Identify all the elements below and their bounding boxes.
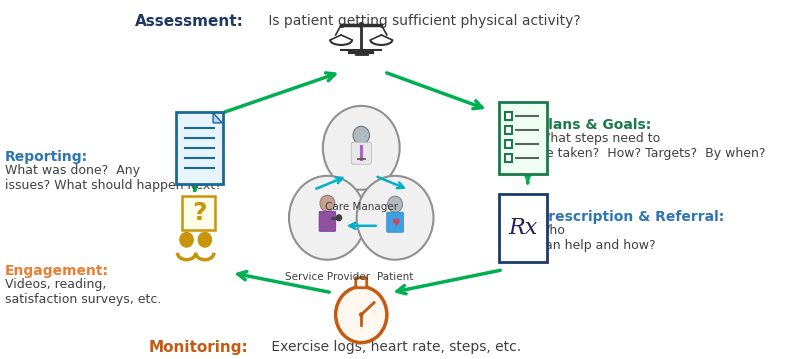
Text: Plans & Goals:: Plans & Goals: [538,118,651,132]
Text: Is patient getting sufficient physical activity?: Is patient getting sufficient physical a… [264,14,580,28]
FancyBboxPatch shape [499,194,547,262]
FancyBboxPatch shape [505,112,512,120]
Text: Assessment:: Assessment: [135,14,245,29]
Text: Patient: Patient [377,272,413,282]
FancyBboxPatch shape [351,142,372,164]
FancyBboxPatch shape [505,126,512,134]
Text: Rx: Rx [508,217,538,239]
Text: ♥: ♥ [391,218,399,228]
Circle shape [323,106,399,190]
FancyBboxPatch shape [175,112,223,184]
Polygon shape [213,113,222,123]
Text: Engagement:: Engagement: [5,264,109,278]
FancyBboxPatch shape [182,196,215,230]
Circle shape [387,196,403,213]
Text: Who
can help and how?: Who can help and how? [538,224,655,252]
Text: Reporting:: Reporting: [5,150,87,164]
Text: Service Provider: Service Provider [285,272,370,282]
Circle shape [179,232,194,248]
Circle shape [353,126,369,144]
Circle shape [336,214,342,222]
Circle shape [198,232,212,248]
Text: Prescription & Referral:: Prescription & Referral: [538,210,724,224]
Circle shape [289,176,366,260]
FancyBboxPatch shape [356,278,367,288]
Circle shape [320,195,335,211]
Text: Exercise logs, heart rate, steps, etc.: Exercise logs, heart rate, steps, etc. [267,340,521,354]
Text: Monitoring:: Monitoring: [149,340,249,355]
Text: ?: ? [192,201,206,225]
FancyBboxPatch shape [499,102,547,174]
FancyBboxPatch shape [505,140,512,148]
Text: What steps need to
be taken?  How? Targets?  By when?: What steps need to be taken? How? Target… [538,132,765,160]
Text: Videos, reading,
satisfaction surveys, etc.: Videos, reading, satisfaction surveys, e… [5,278,161,306]
FancyBboxPatch shape [505,154,512,162]
Circle shape [336,287,387,342]
Text: What was done?  Any
issues? What should happen next?: What was done? Any issues? What should h… [5,164,222,192]
Circle shape [359,22,364,28]
Text: Care Manager: Care Manager [325,202,398,212]
FancyBboxPatch shape [387,212,403,232]
Circle shape [359,312,364,317]
FancyBboxPatch shape [319,211,336,231]
Circle shape [357,176,434,260]
